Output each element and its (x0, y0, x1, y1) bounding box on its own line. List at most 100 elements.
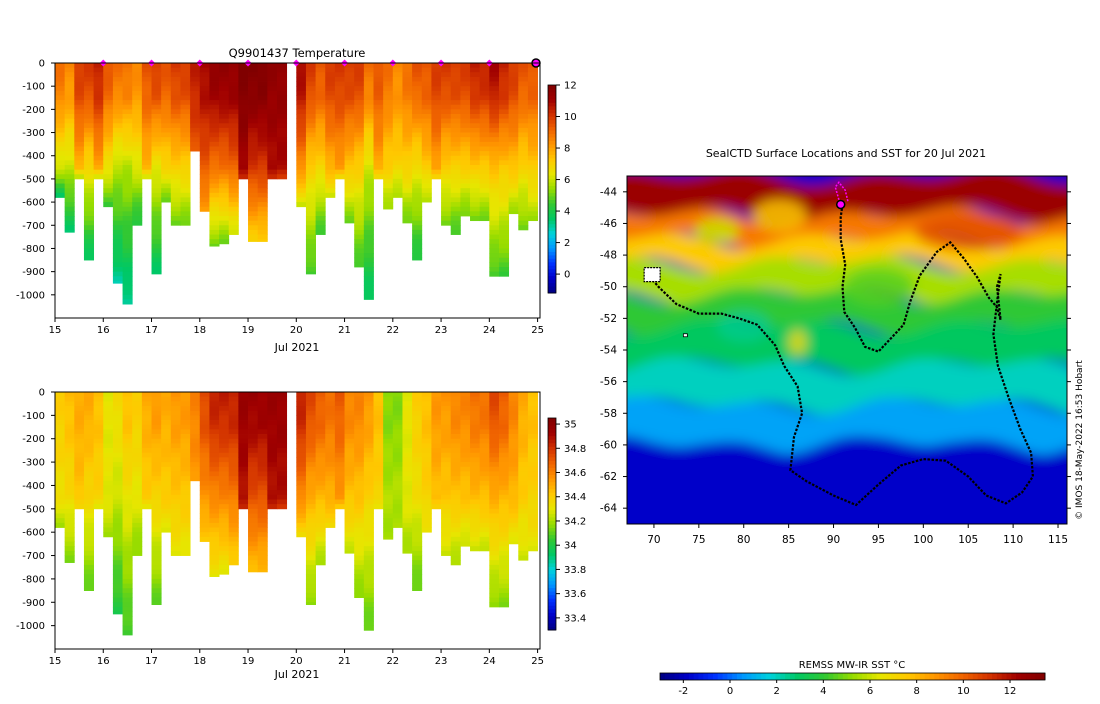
sst-colorbar-swatch (679, 673, 685, 680)
profile-cell (190, 434, 201, 440)
profile-cell (450, 216, 461, 222)
profile-cell (141, 67, 152, 73)
profile-cell (402, 109, 413, 115)
profile-cell (93, 104, 104, 110)
profile-cell (402, 401, 413, 407)
profile-cell (112, 109, 123, 115)
profile-cell (508, 392, 519, 398)
profile-cell (325, 127, 336, 133)
colorbar-swatch (548, 185, 556, 190)
profile-cell (344, 211, 355, 217)
profile-cell (460, 490, 471, 496)
profile-cell (460, 67, 471, 73)
profile-cell (190, 420, 201, 426)
profile-cell (276, 146, 288, 152)
profile-cell (441, 401, 452, 407)
profile-cell (412, 253, 423, 259)
profile-cell (421, 471, 432, 477)
profile-cell (498, 216, 510, 222)
profile-cell (122, 485, 133, 491)
profile-cell (344, 178, 355, 184)
profile-cell (132, 443, 143, 449)
profile-cell (470, 466, 481, 472)
profile-cell (122, 72, 133, 78)
profile-cell (479, 546, 490, 552)
profile-cell (83, 188, 95, 194)
profile-cell (344, 155, 355, 161)
profile-cell (209, 67, 220, 73)
profile-cell (64, 137, 75, 143)
profile-cell (470, 86, 481, 92)
profile-cell (64, 225, 75, 231)
profile-cell (257, 211, 268, 217)
profile-cell (392, 401, 403, 407)
profile-cell (325, 504, 336, 510)
profile-cell (498, 183, 510, 189)
sst-colorbar-swatch (794, 673, 801, 680)
profile-cell (489, 518, 500, 524)
profile-cell (276, 480, 288, 486)
profile-cell (402, 532, 413, 538)
seal-track (644, 204, 1035, 507)
profile-cell (325, 151, 336, 157)
profile-cell (315, 452, 326, 458)
profile-cell (315, 192, 326, 198)
profile-cell (344, 490, 355, 496)
profile-cell (83, 100, 95, 106)
colorbar-swatch (548, 143, 556, 148)
profile-cell (402, 141, 413, 147)
profile-cell (518, 471, 529, 477)
profile-cell (122, 452, 133, 458)
profile-cell (248, 239, 259, 242)
profile-cell (363, 536, 374, 542)
profile-cell (112, 527, 123, 533)
profile-cell (64, 174, 75, 180)
profile-cell (450, 178, 461, 184)
profile-cell (305, 243, 316, 249)
profile-cell (325, 137, 336, 143)
profile-cell (257, 90, 268, 96)
profile-cell (412, 81, 423, 87)
profile-cell (180, 216, 191, 222)
profile-cell (402, 518, 413, 524)
profile-cell (199, 137, 210, 143)
profile-cell (363, 555, 374, 561)
profile-cell (489, 169, 500, 175)
profile-cell (498, 452, 510, 458)
profile-cell (450, 67, 461, 73)
profile-cell (392, 67, 403, 73)
profile-cell (344, 522, 355, 528)
profile-cell (161, 63, 172, 69)
profile-cell (238, 443, 249, 449)
profile-cell (470, 522, 481, 528)
profile-cell (209, 415, 220, 421)
profile-cell (199, 76, 210, 82)
profile-cell (209, 165, 220, 171)
profile-cell (141, 401, 152, 407)
profile-cell (228, 550, 239, 556)
profile-cell (112, 114, 123, 120)
profile-cell (209, 132, 220, 138)
profile-cell (305, 420, 316, 426)
profile-cell (402, 220, 413, 224)
profile-cell (527, 141, 538, 147)
profile-cell (180, 438, 191, 444)
profile-cell (325, 522, 336, 528)
y-tick-label: -400 (22, 151, 45, 162)
profile-cell (527, 104, 538, 110)
profile-cell (527, 165, 538, 171)
profile-cell (199, 396, 210, 402)
profile-cell (190, 452, 201, 458)
colorbar-swatch (548, 123, 556, 128)
profile-cell (344, 476, 355, 482)
profile-cell (305, 202, 316, 208)
profile-cell (122, 229, 133, 235)
profile-cell (315, 448, 326, 454)
profile-cell (296, 471, 307, 477)
profile-cell (489, 448, 500, 454)
profile-cell (180, 132, 191, 138)
profile-cell (305, 220, 316, 226)
profile-cell (527, 476, 538, 482)
lat-tick-label: -52 (600, 313, 617, 325)
profile-cell (199, 109, 210, 115)
